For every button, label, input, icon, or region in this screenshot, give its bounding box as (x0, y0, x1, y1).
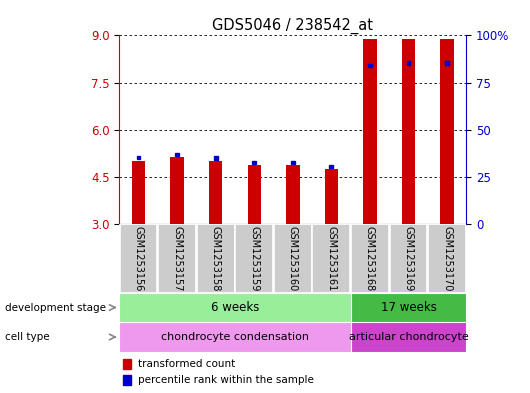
Bar (120, 224, 157, 293)
Bar (123, 375, 131, 385)
Bar (351, 224, 389, 293)
Bar (137, 156, 140, 159)
Text: GSM1253161: GSM1253161 (326, 226, 337, 291)
Text: transformed count: transformed count (138, 358, 236, 369)
Bar (197, 224, 235, 293)
Text: development stage: development stage (5, 303, 107, 312)
Text: cell type: cell type (5, 332, 50, 342)
Bar (274, 224, 312, 293)
Bar (175, 152, 179, 156)
Bar (325, 169, 338, 224)
Bar (209, 161, 223, 224)
Bar (445, 61, 449, 64)
Bar (440, 39, 454, 224)
Bar (214, 156, 218, 160)
Text: GSM1253158: GSM1253158 (211, 226, 220, 291)
Bar (368, 64, 372, 67)
Text: GSM1253169: GSM1253169 (403, 226, 413, 291)
Bar (170, 157, 184, 224)
Text: GSM1253170: GSM1253170 (442, 226, 452, 291)
Title: GDS5046 / 238542_at: GDS5046 / 238542_at (213, 18, 373, 34)
Bar (123, 359, 131, 369)
Bar (119, 293, 351, 322)
Bar (402, 39, 416, 224)
Bar (286, 165, 299, 224)
Text: percentile rank within the sample: percentile rank within the sample (138, 375, 314, 385)
Bar (132, 160, 145, 224)
Text: chondrocyte condensation: chondrocyte condensation (161, 332, 309, 342)
Bar (248, 165, 261, 224)
Text: GSM1253168: GSM1253168 (365, 226, 375, 291)
Bar (390, 224, 427, 293)
Text: 6 weeks: 6 weeks (211, 301, 259, 314)
Bar (351, 322, 466, 352)
Bar (313, 224, 350, 293)
Bar (119, 322, 351, 352)
Bar (330, 165, 333, 168)
Bar (351, 293, 466, 322)
Text: GSM1253157: GSM1253157 (172, 226, 182, 291)
Text: GSM1253159: GSM1253159 (249, 226, 259, 291)
Text: 17 weeks: 17 weeks (381, 301, 437, 314)
Text: articular chondrocyte: articular chondrocyte (349, 332, 469, 342)
Text: GSM1253156: GSM1253156 (134, 226, 144, 291)
Bar (291, 160, 295, 163)
Text: GSM1253160: GSM1253160 (288, 226, 298, 291)
Bar (158, 224, 196, 293)
Bar (407, 61, 410, 64)
Bar (235, 224, 273, 293)
Bar (428, 224, 466, 293)
Bar (252, 160, 256, 163)
Bar (363, 39, 377, 224)
